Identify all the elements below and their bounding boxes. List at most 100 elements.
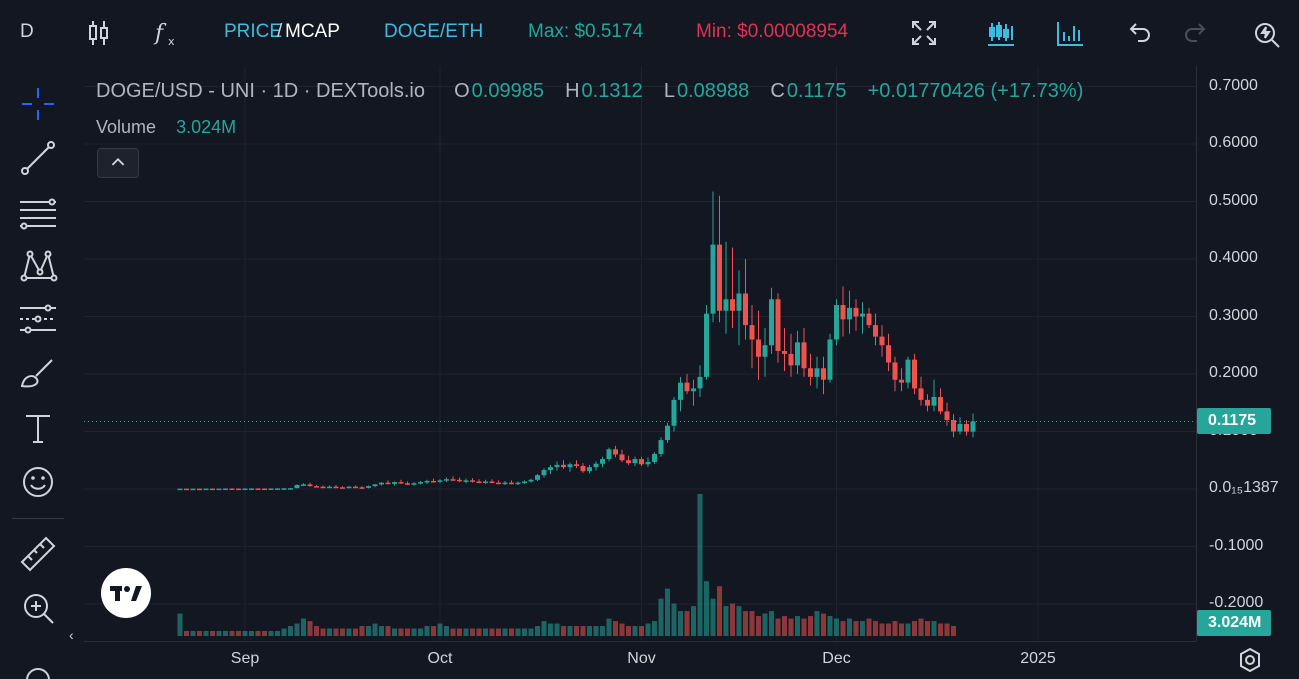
candle-body: [496, 482, 501, 485]
volume-bar: [704, 581, 709, 636]
volume-bar: [262, 631, 267, 636]
candle-body: [821, 368, 826, 380]
undo-icon[interactable]: [1124, 18, 1154, 48]
candle-body: [502, 482, 508, 485]
price-axis[interactable]: 0.70000.60000.50000.40000.30000.20000.10…: [1196, 66, 1299, 641]
volume-bar: [229, 631, 235, 636]
volume-bar: [418, 628, 423, 636]
price-tick-label: 0.6000: [1209, 134, 1258, 151]
redo-icon[interactable]: [1181, 18, 1211, 48]
close-key: C: [770, 80, 785, 102]
candle-body: [639, 459, 644, 465]
volume-bar: [333, 628, 339, 636]
candle-body: [665, 425, 670, 441]
candle-body: [606, 449, 612, 460]
candle-body: [931, 397, 937, 406]
symbol-button[interactable]: D: [20, 21, 34, 42]
candles-chart-type-icon[interactable]: [986, 18, 1016, 48]
candle-body: [437, 480, 443, 482]
candle-body: [697, 376, 703, 389]
candles-icon[interactable]: [84, 18, 114, 48]
brush-icon[interactable]: [18, 354, 58, 394]
price-tick-label: 0.7000: [1209, 76, 1258, 94]
collapse-toolbar-chevron-icon[interactable]: ‹: [69, 627, 74, 643]
tradingview-logo[interactable]: [101, 568, 151, 618]
volume-bar: [723, 606, 729, 636]
candle-body: [899, 379, 904, 383]
volume-bar: [918, 618, 924, 636]
text-icon[interactable]: [18, 408, 58, 448]
volume-bar: [866, 618, 872, 636]
candle-body: [652, 453, 657, 462]
high-value: 0.1312: [581, 80, 643, 102]
volume-bar: [645, 623, 651, 636]
time-tick-label: Oct: [427, 650, 453, 667]
volume-bar: [398, 628, 404, 636]
quick-search-icon[interactable]: [1252, 18, 1282, 48]
time-axis[interactable]: Sep Oct Nov Dec 2025: [84, 641, 1196, 679]
candle-body: [327, 486, 332, 489]
price-toggle[interactable]: PRICE: [224, 21, 283, 42]
candle-body: [834, 305, 839, 340]
volume-bar: [177, 613, 183, 636]
emoji-icon[interactable]: [18, 462, 58, 502]
mcap-toggle[interactable]: MCAP: [285, 21, 340, 42]
volume-bars-icon[interactable]: [1055, 18, 1085, 48]
volume-bar: [197, 631, 202, 636]
volume-bar: [554, 623, 560, 636]
ruler-icon[interactable]: [18, 534, 58, 574]
candle-body: [554, 464, 560, 468]
svg-text:f: f: [153, 21, 167, 46]
fib-retracement-icon[interactable]: [18, 192, 58, 232]
volume-bar: [736, 606, 742, 636]
volume-bar: [931, 621, 937, 636]
volume-bar: [600, 626, 605, 636]
chart-pane[interactable]: [84, 66, 1196, 641]
pair-toggle[interactable]: DOGE/ETH: [384, 21, 484, 42]
candle-body: [853, 307, 859, 317]
candle-body: [294, 484, 300, 489]
volume-bar: [892, 621, 898, 636]
candle-body: [736, 293, 742, 311]
volume-bar: [496, 628, 501, 636]
candle-body: [190, 488, 196, 491]
candle-body: [769, 299, 774, 346]
crosshair-icon[interactable]: [18, 84, 58, 124]
candle-body: [970, 421, 976, 432]
candle-body: [366, 486, 371, 488]
volume-bar: [756, 616, 761, 636]
magnet-icon[interactable]: [18, 660, 58, 679]
collapse-legend-button[interactable]: [97, 148, 139, 178]
candle-body: [541, 470, 547, 476]
trend-line-icon[interactable]: [18, 138, 58, 178]
candle-body: [840, 305, 846, 320]
candle-body: [632, 459, 638, 464]
volume-bar: [463, 628, 469, 636]
volume-bar: [697, 494, 703, 636]
chart-settings-button[interactable]: [1236, 646, 1264, 674]
candle-body: [450, 479, 456, 481]
volume-bar: [834, 618, 839, 636]
candle-body: [886, 345, 891, 363]
fullscreen-icon[interactable]: [909, 18, 939, 48]
zoom-in-icon[interactable]: [18, 588, 58, 628]
candlestick-chart[interactable]: [84, 66, 1196, 641]
forecast-icon[interactable]: [18, 300, 58, 340]
volume-bar: [626, 626, 631, 636]
volume-bar: [769, 611, 774, 636]
volume-bar: [827, 616, 833, 636]
volume-bar: [301, 618, 306, 636]
candle-body: [593, 463, 599, 468]
candle-body: [281, 488, 287, 490]
pattern-icon[interactable]: [18, 246, 58, 286]
volume-bar: [268, 631, 274, 636]
candle-body: [678, 382, 683, 400]
volume-bar: [359, 626, 365, 636]
price-tick-label: 0.0₁₅1387: [1209, 479, 1279, 496]
candle-body: [762, 345, 768, 357]
candle-body: [210, 488, 215, 491]
volume-bar: [860, 621, 865, 636]
candle-body: [203, 488, 209, 491]
